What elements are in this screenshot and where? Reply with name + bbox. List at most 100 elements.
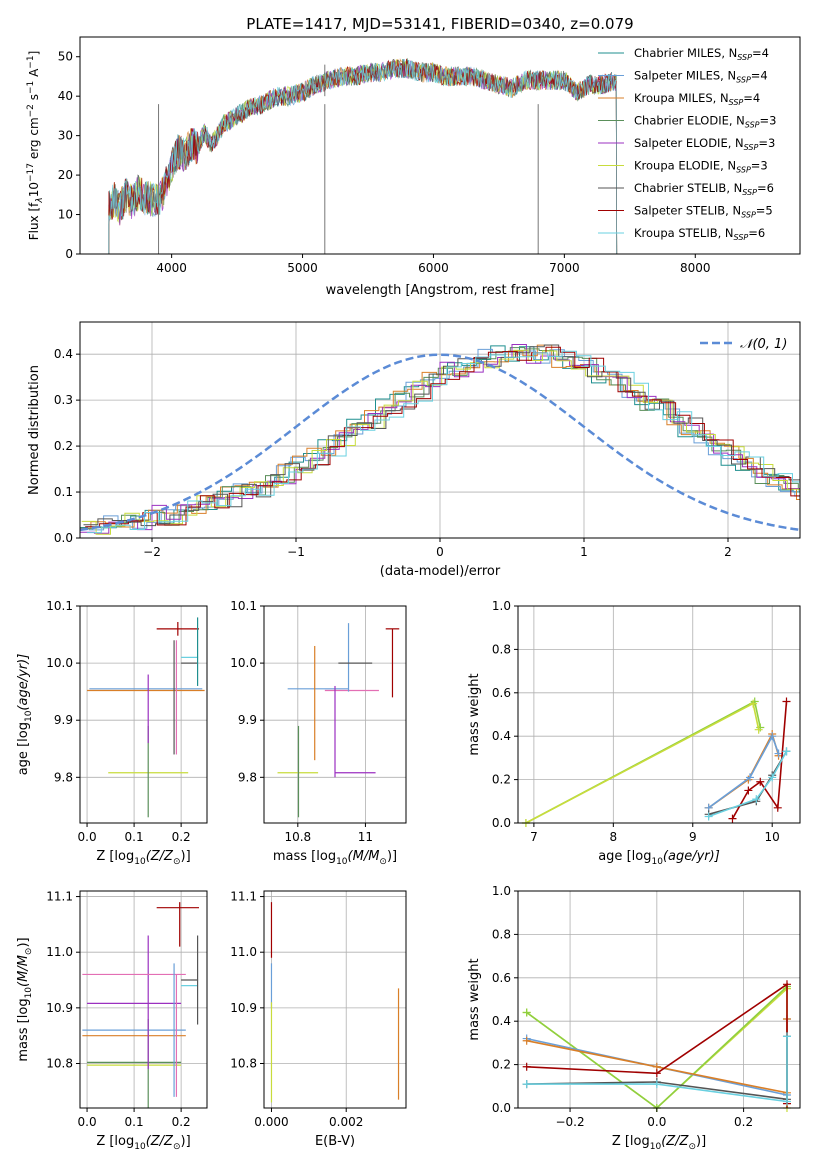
x-tick-label: −1 — [287, 545, 305, 559]
plot-frame — [517, 890, 801, 1109]
x-tick-label: 0 — [436, 545, 444, 559]
x-tick-label: 7000 — [549, 261, 580, 275]
weight-marker — [782, 697, 791, 706]
errorbars-Z-mass — [82, 902, 200, 1108]
x-axis-label: Z [log10(Z/Z⊙)] — [96, 849, 190, 867]
legend-entry: Kroupa STELIB, NSSP=6 — [634, 226, 765, 242]
x-tick-label: 0.2 — [172, 1115, 191, 1129]
legend-entry: Salpeter ELODIE, NSSP=3 — [634, 136, 775, 152]
weight-series-line — [526, 1036, 788, 1103]
legend-entry: Chabrier ELODIE, NSSP=3 — [634, 114, 776, 130]
y-axis-label: Flux [fλ10−17 erg cm−2 s−1 A−1] — [26, 51, 45, 241]
y-tick-label: 11.1 — [230, 890, 257, 904]
frame-Z-age: 0.0 0.1 0.2 9.8 9.9 10.0 10.1 Z [log10(Z/Z⊙)] ag… — [16, 599, 208, 867]
plot-frame — [79, 605, 208, 824]
frame-Z-mass: 0.0 0.1 0.2 10.8 10.9 11.0 11.1 Z [log10(Z/Z⊙)]… — [16, 890, 208, 1152]
y-tick-label: 0.0 — [492, 816, 511, 830]
y-tick-label: 10.9 — [230, 1001, 257, 1015]
x-tick-label: 0.0 — [647, 1115, 666, 1129]
y-tick-label: 0.4 — [492, 1014, 511, 1028]
x-axis-label: wavelength [Angstrom, rest frame] — [326, 283, 555, 298]
spectrum-series-line — [108, 60, 618, 255]
y-tick-label: 11.1 — [46, 890, 73, 904]
x-axis-label: mass [log10(M/M⊙)] — [273, 849, 397, 867]
y-tick-label: 30 — [58, 129, 73, 143]
y-tick-label: 0.0 — [492, 1101, 511, 1115]
histogram-series — [83, 344, 800, 527]
weight-series-line — [708, 750, 788, 816]
legend-entry: Kroupa ELODIE, NSSP=3 — [634, 159, 768, 175]
x-tick-label: 8000 — [680, 261, 711, 275]
weight-marker — [652, 1080, 661, 1089]
y-axis-label: Normed distribution — [27, 365, 42, 495]
y-tick-label: 0.2 — [54, 439, 73, 453]
weight-marker — [768, 732, 777, 741]
x-axis-label: Z [log10(Z/Z⊙)] — [612, 1134, 706, 1152]
x-tick-label: −2 — [143, 545, 161, 559]
y-tick-label: 11.0 — [230, 945, 257, 959]
frame-residuals: −2 −1 0 1 2 0.0 0.1 0.2 0.3 0.4 (data-model)/error… — [27, 321, 801, 579]
plot-frame — [79, 890, 208, 1109]
x-axis-label: E(B-V) — [315, 1134, 355, 1149]
legend-entry: Salpeter STELIB, NSSP=5 — [634, 204, 773, 220]
y-tick-label: 10.1 — [46, 599, 73, 613]
y-tick-label: 10.0 — [46, 656, 73, 670]
legend-entry: Kroupa MILES, NSSP=4 — [634, 91, 760, 107]
x-tick-label: 10.8 — [284, 830, 311, 844]
weight-marker — [522, 1036, 531, 1045]
histogram-series — [80, 344, 800, 529]
weight-marker — [752, 795, 761, 804]
y-tick-label: 0.2 — [492, 773, 511, 787]
y-tick-label: 11.0 — [46, 945, 73, 959]
histogram-series — [86, 350, 800, 534]
legend-entry: 𝒩(0, 1) — [740, 337, 787, 352]
y-tick-label: 0 — [65, 247, 73, 261]
frame-Z-weight: −0.2 0.0 0.2 0.0 0.2 0.4 0.6 0.8 1.0 Z [log10(Z/Z… — [467, 884, 801, 1152]
y-tick-label: 0.2 — [492, 1058, 511, 1072]
y-tick-label: 10.1 — [230, 599, 257, 613]
gaussian-curve — [79, 353, 801, 532]
x-tick-label: 2 — [724, 545, 732, 559]
spectrum-series-line — [108, 58, 618, 255]
histogram-series — [85, 346, 800, 528]
weight-series-line — [708, 734, 780, 809]
weight-lines-Z-weight — [522, 980, 791, 1112]
x-axis-label: (data-model)/error — [380, 564, 501, 579]
x-axis-label: Z [log10(Z/Z⊙)] — [96, 1134, 190, 1152]
histogram-series — [80, 348, 800, 531]
y-tick-label: 0.3 — [54, 393, 73, 407]
x-tick-label: 11 — [358, 830, 373, 844]
y-tick-label: 0.0 — [54, 531, 73, 545]
y-tick-label: 0.4 — [492, 729, 511, 743]
x-tick-label: 0.2 — [734, 1115, 753, 1129]
y-axis-label: mass weight — [467, 673, 482, 755]
axes-Z-mass — [80, 891, 207, 1108]
plot-frame — [517, 605, 801, 824]
legend-entry: Salpeter MILES, NSSP=4 — [634, 69, 768, 85]
y-axis-label: mass [log10(M/M⊙)] — [16, 937, 34, 1061]
y-axis-label: mass weight — [467, 958, 482, 1040]
weight-marker — [744, 786, 753, 795]
y-tick-label: 10.0 — [230, 656, 257, 670]
spectrum-lines — [108, 57, 618, 255]
y-axis-label: age [log10(age/yr)] — [16, 654, 34, 776]
x-tick-label: 0.0 — [78, 830, 97, 844]
weight-marker — [704, 812, 713, 821]
y-tick-label: 0.1 — [54, 485, 73, 499]
x-tick-label: 5000 — [287, 261, 318, 275]
frame-spectrum: 4000 5000 6000 7000 8000 0 10 20 30 40 50 wavelengt… — [26, 36, 801, 298]
x-tick-label: 0.2 — [172, 830, 191, 844]
x-tick-label: 0.002 — [329, 1115, 363, 1129]
y-tick-label: 0.4 — [54, 347, 73, 361]
weight-lines-age-weight — [521, 697, 791, 827]
weight-marker — [773, 803, 782, 812]
spectrum-series-line — [108, 59, 618, 255]
frame-EBV-mass: 0.000 0.002 10.8 10.9 11.0 11.1 E(B-V) — [230, 890, 407, 1149]
weight-marker — [522, 1080, 531, 1089]
x-tick-label: 0.1 — [125, 830, 144, 844]
weight-marker — [749, 699, 758, 708]
x-tick-label: 10 — [765, 830, 780, 844]
weight-marker — [652, 1069, 661, 1078]
weight-marker — [782, 1032, 791, 1041]
